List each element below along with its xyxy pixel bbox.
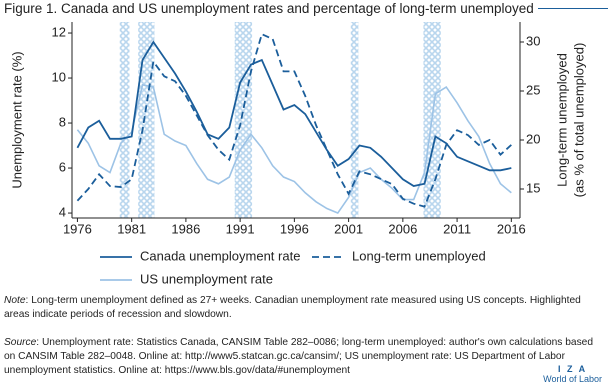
figure-title: Figure 1. Canada and US unemployment rat… (4, 1, 534, 16)
y2-tick-label: 20 (526, 131, 540, 146)
y-tick-label: 6 (59, 159, 66, 174)
shaded-period (234, 22, 253, 218)
logo-line: I Z A (557, 364, 588, 374)
y-tick-label: 8 (59, 114, 66, 129)
y-tick-label: 4 (59, 204, 66, 219)
note: Note: Long-term unemployment defined as … (4, 294, 604, 322)
note-text: : Long-term unemployment defined as 27+ … (4, 295, 581, 320)
title-rule (537, 8, 608, 9)
chart: Unemployment rate (%) Long-term unemploy… (9, 22, 586, 286)
y-axis-label: Unemployment rate (%) (9, 51, 24, 188)
x-tick-label: 2016 (497, 221, 526, 236)
x-tick-label: 2006 (388, 221, 417, 236)
y2-tick-label: 25 (526, 82, 540, 97)
x-tick-label: 1976 (63, 221, 92, 236)
source: Source: Unemployment rate: Statistics Ca… (4, 336, 604, 378)
y-tick-label: 12 (52, 24, 66, 39)
shaded-period (350, 22, 359, 218)
logo: I Z A World of Labor (543, 364, 602, 384)
x-tick-label: 1991 (226, 221, 255, 236)
y-tick-label: 10 (52, 69, 66, 84)
series-line (76, 32, 512, 208)
legend-label: Long-term unemployed (352, 248, 486, 263)
legend-label: Canada unemployment rate (140, 248, 300, 263)
y2-tick-label: 15 (526, 180, 540, 195)
x-tick-label: 2001 (334, 221, 363, 236)
series-line (76, 40, 512, 188)
x-tick-label: 2011 (443, 221, 471, 236)
note-label: Note (4, 295, 26, 306)
legend-label: US unemployment rate (140, 271, 273, 286)
shaded-period (138, 22, 155, 218)
y2-tick-label: 30 (526, 33, 540, 48)
logo-line: World of Labor (543, 374, 602, 384)
source-text: : Unemployment rate: Statistics Canada, … (4, 337, 593, 376)
source-label: Source (4, 337, 37, 348)
y2-axis-label: (as % of total unemployed) (571, 43, 586, 198)
x-tick-label: 1996 (280, 221, 309, 236)
x-tick-label: 1986 (171, 221, 200, 236)
shaded-period (119, 22, 130, 218)
x-tick-label: 1981 (117, 221, 146, 236)
figure-title-bar: Figure 1. Canada and US unemployment rat… (4, 1, 608, 16)
y2-axis-label: Long-term unemployed (554, 53, 569, 187)
